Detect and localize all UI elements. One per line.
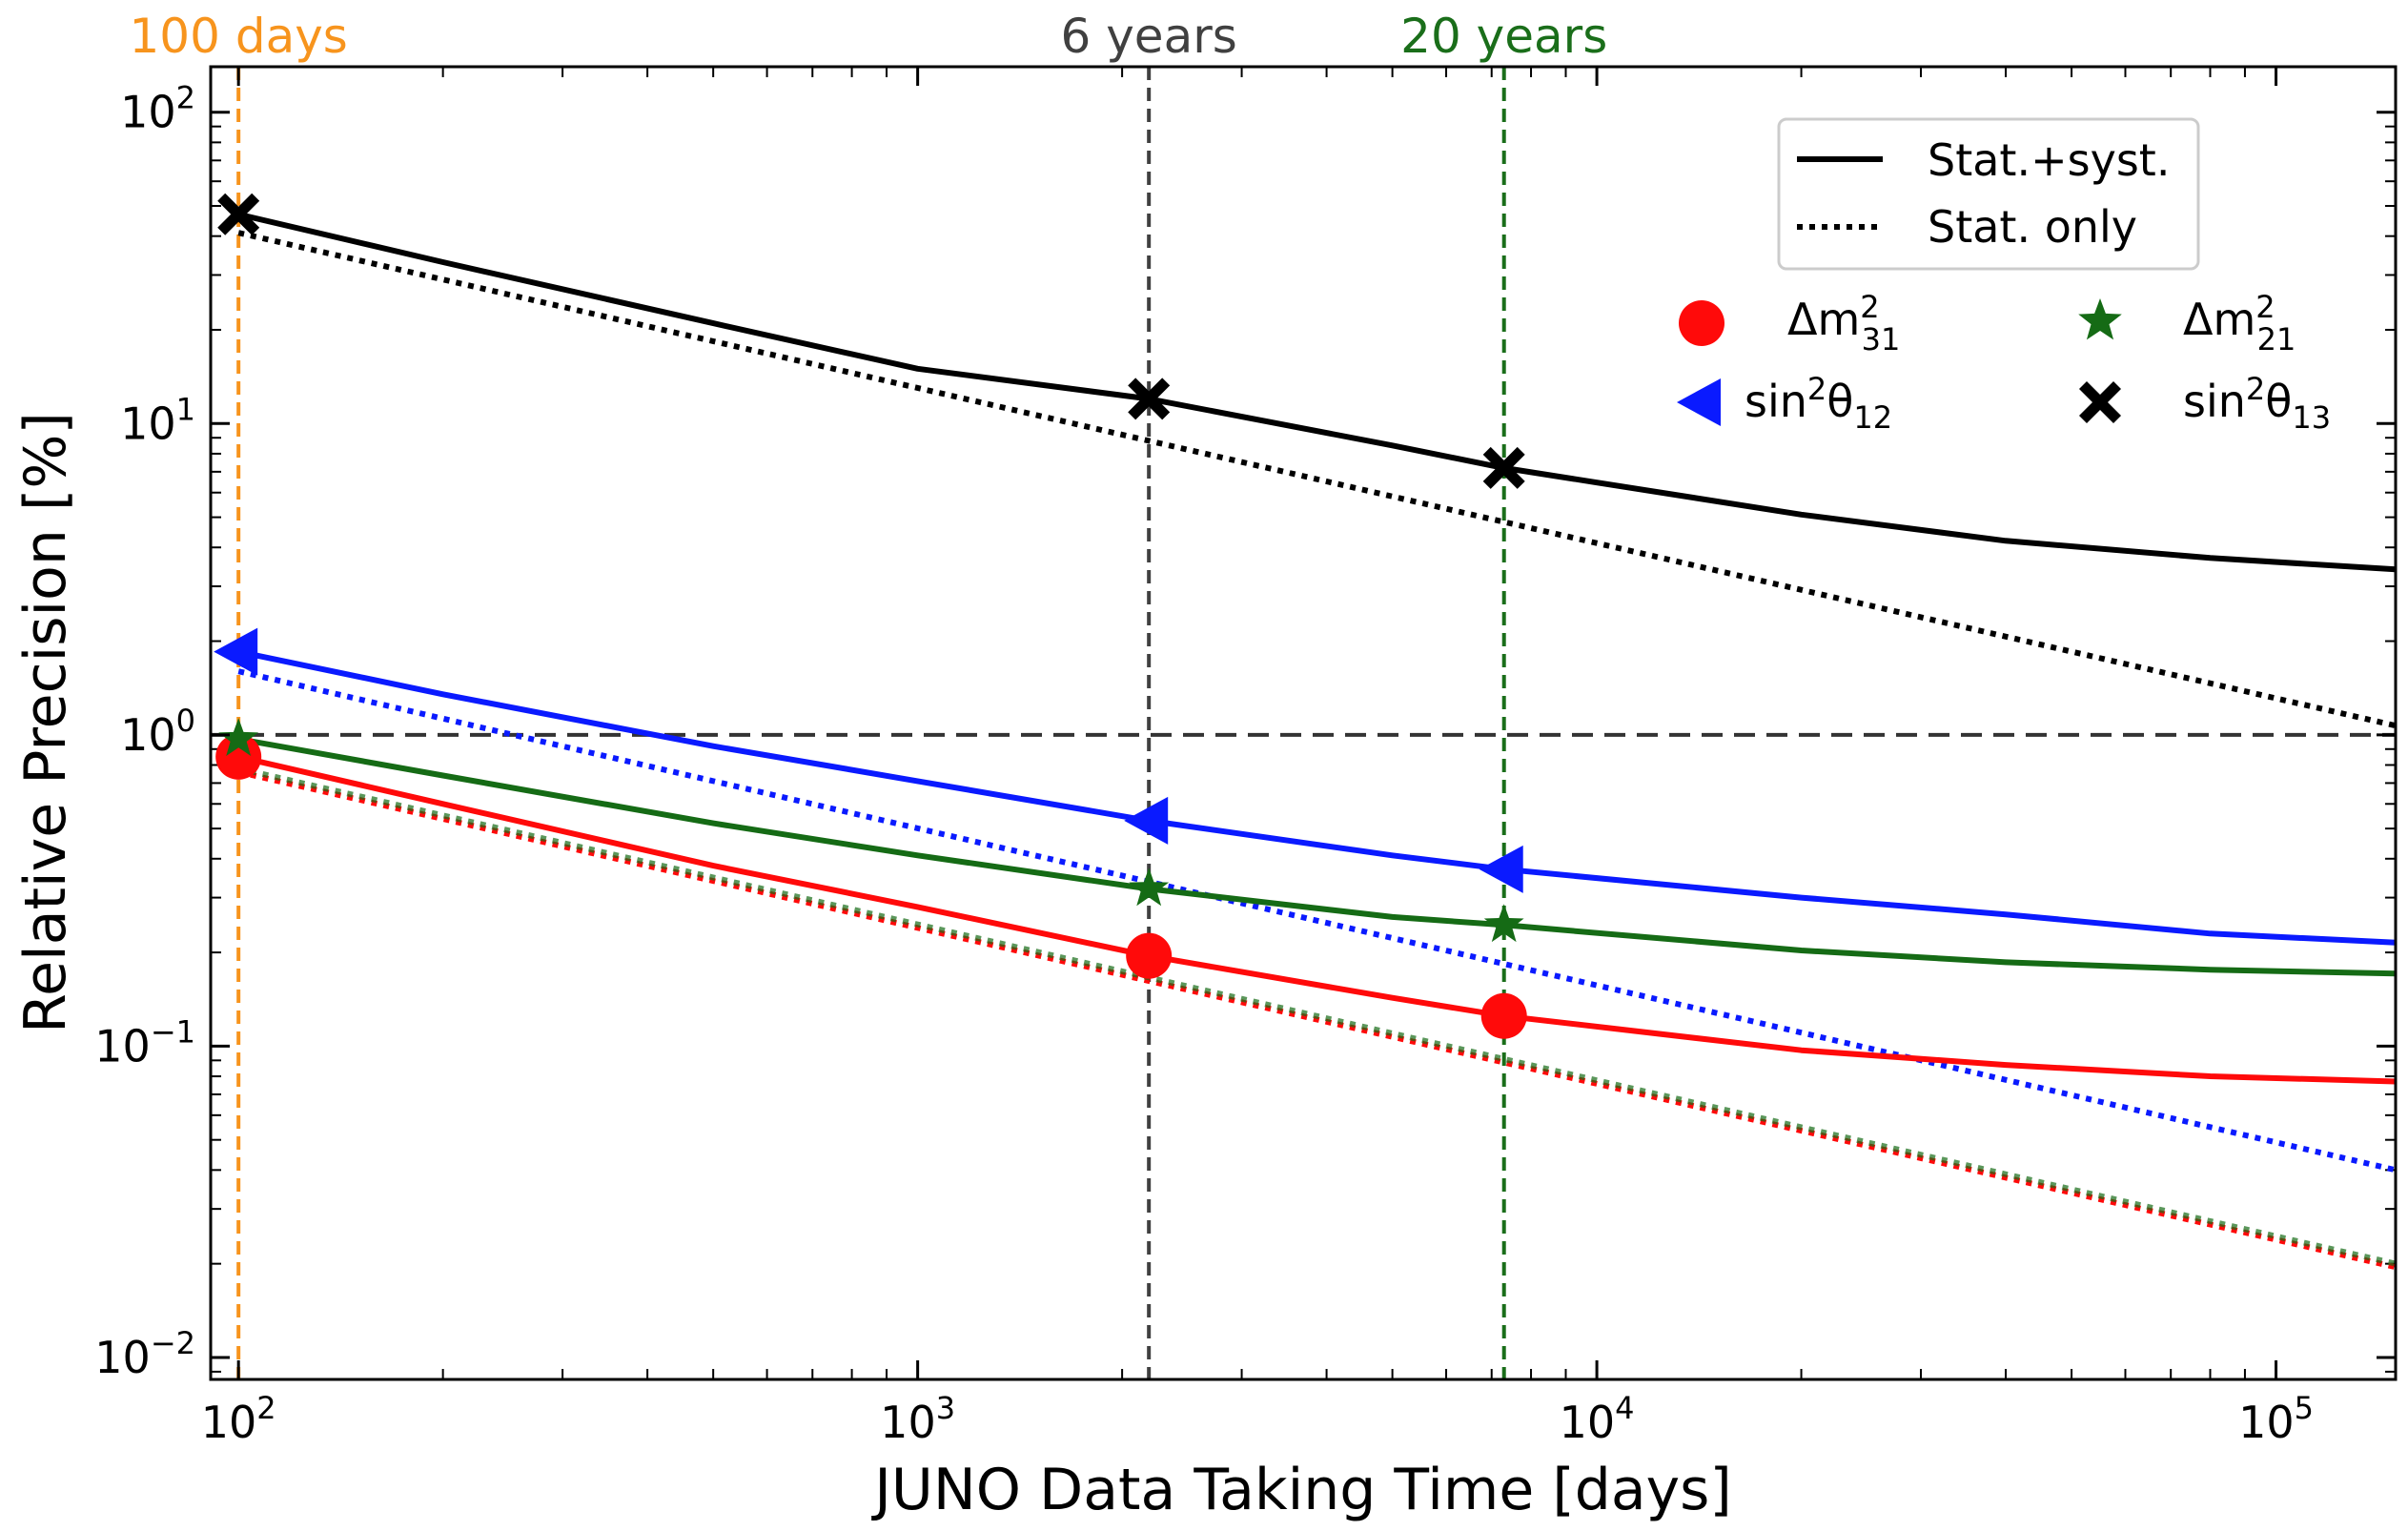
dm21-marker — [1483, 904, 1524, 943]
x-tick-label: 104 — [1560, 1390, 1635, 1448]
dm21-marker — [218, 718, 259, 756]
sin2theta13-stat-syst-line — [237, 211, 2397, 573]
sin2theta12-stat-only-line — [237, 668, 2397, 1174]
sin2theta13-marker — [1482, 446, 1525, 489]
legend-dm21-marker — [2078, 298, 2122, 340]
legend-sin2theta13-label: sin2θ13 — [2183, 371, 2331, 436]
dm31-marker — [215, 733, 262, 780]
vline-label: 20 years — [1400, 9, 1607, 64]
y-tick-label: 10−2 — [94, 1325, 195, 1383]
vline-label: 6 years — [1061, 9, 1237, 64]
y-tick-label: 10−1 — [94, 1013, 195, 1072]
legend-sin2theta13-marker — [2079, 381, 2121, 423]
series-layer — [214, 193, 2397, 1271]
legend-dm31-label: Δm2 31 — [1787, 289, 1900, 357]
legend-markers: Δm2 31 Δm2 21 sin2θ12 sin2θ13 — [1677, 289, 2331, 436]
legend-lines: Stat.+syst. Stat. only — [1777, 117, 2200, 271]
vline-label: 100 days — [130, 9, 348, 64]
sin2theta12-marker — [214, 627, 258, 676]
legend-solid-label: Stat.+syst. — [1928, 134, 2170, 186]
dm31-marker — [1480, 992, 1527, 1039]
y-tick-label: 101 — [120, 391, 195, 449]
tick-labels: 102 103 104 105 10−2 10−1 100 101 102 — [94, 80, 2314, 1448]
y-tick-label: 100 — [120, 703, 195, 761]
sin2theta13-marker — [217, 193, 260, 235]
legend-sin2theta12-marker — [1677, 378, 1721, 426]
plot-frame — [209, 65, 2398, 1381]
dm21-stat-syst-line — [237, 736, 2397, 977]
legend-dm21-label: Δm2 21 — [2183, 289, 2296, 357]
dm31-marker — [1126, 932, 1173, 979]
dm31-stat-only-line — [237, 768, 2397, 1271]
legend-sin2theta12-label: sin2θ12 — [1745, 371, 1892, 436]
dm21-marker — [1129, 868, 1170, 907]
major-ticks — [211, 67, 2396, 1379]
minor-ticks — [211, 67, 2396, 1379]
sin2theta12-marker — [1479, 845, 1523, 893]
legend-dotted-label: Stat. only — [1928, 201, 2137, 253]
dm21-stat-only-line — [237, 766, 2397, 1267]
sin2theta13-marker — [1128, 378, 1171, 420]
sin2theta12-stat-syst-line — [237, 648, 2397, 946]
vline-labels: 100 days 6 years 20 years — [130, 9, 1608, 64]
dm31-stat-syst-line — [237, 753, 2397, 1085]
x-axis-label: JUNO Data Taking Time [days] — [870, 1457, 1732, 1523]
y-tick-label: 102 — [120, 80, 195, 138]
legend-dm31-marker — [1679, 300, 1724, 346]
x-tick-label: 105 — [2238, 1390, 2314, 1448]
sin2theta12-marker — [1124, 796, 1169, 845]
y-axis-label: Relative Precision [%] — [12, 412, 79, 1033]
legend-box — [1777, 117, 2200, 271]
sin2theta13-stat-only-line — [237, 230, 2397, 729]
x-tick-label: 102 — [201, 1390, 276, 1448]
x-tick-label: 103 — [880, 1390, 955, 1448]
